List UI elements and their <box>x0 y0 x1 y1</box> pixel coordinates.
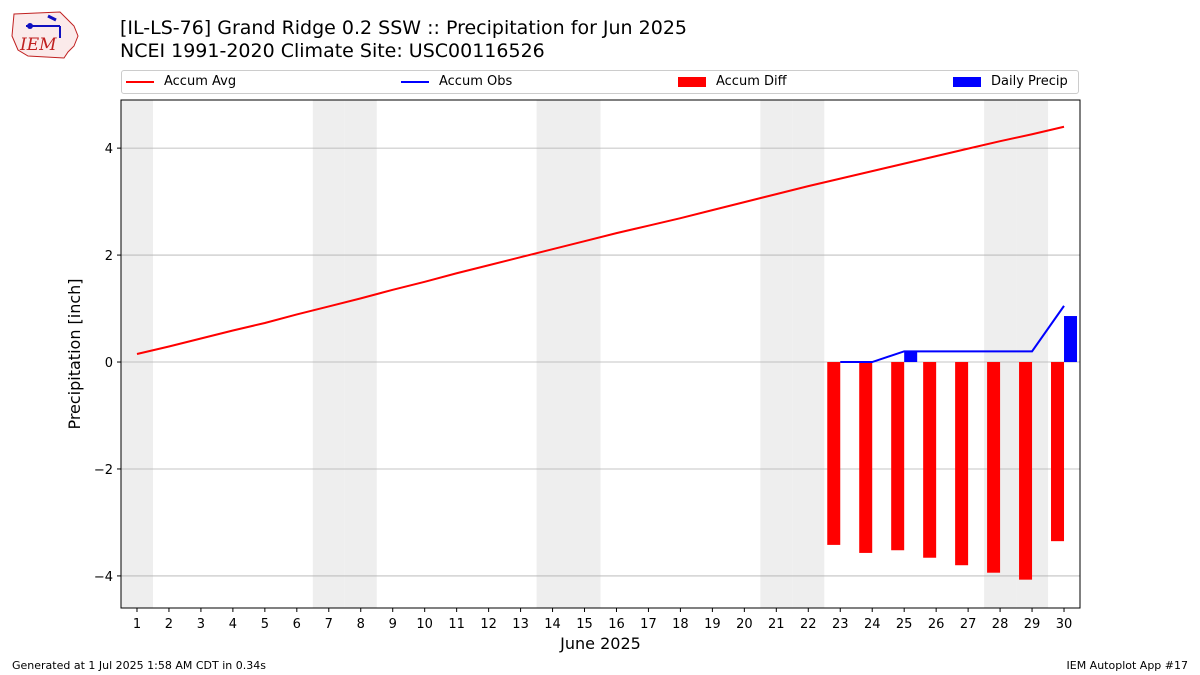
plot-frame <box>120 99 1081 609</box>
footer-generated-text: Generated at 1 Jul 2025 1:58 AM CDT in 0… <box>12 659 266 672</box>
x-tick-label: 30 <box>1056 617 1073 632</box>
legend-item-accum-avg: Accum Avg <box>126 74 236 89</box>
chart-subtitle: NCEI 1991-2020 Climate Site: USC00116526 <box>120 40 545 62</box>
x-tick-label: 20 <box>736 617 753 632</box>
daily-precip-bar <box>904 351 918 363</box>
x-tick-label: 17 <box>640 617 657 632</box>
x-tick-label: 22 <box>800 617 817 632</box>
x-tick-label: 11 <box>448 617 465 632</box>
iem-logo: IEM <box>8 6 80 60</box>
legend: Accum Avg Accum Obs Accum Diff Daily Pre… <box>121 70 1079 94</box>
x-tick-label: 15 <box>576 617 593 632</box>
y-tick-label: 0 <box>105 356 113 371</box>
x-tick-label: 2 <box>165 617 173 632</box>
chart-title: [IL-LS-76] Grand Ridge 0.2 SSW :: Precip… <box>120 17 687 39</box>
x-tick-label: 29 <box>1024 617 1041 632</box>
accum-diff-bar <box>955 362 969 566</box>
x-tick-label: 26 <box>928 617 945 632</box>
weekend-band <box>760 100 793 608</box>
daily-precip-bar <box>1064 316 1078 363</box>
x-tick-label: 3 <box>197 617 205 632</box>
weekend-band <box>536 100 569 608</box>
legend-item-accum-diff: Accum Diff <box>678 74 787 89</box>
x-tick-label: 6 <box>293 617 301 632</box>
accum-avg-line <box>136 125 1065 355</box>
accum-diff-bar <box>1051 362 1065 542</box>
legend-item-accum-obs: Accum Obs <box>401 74 512 89</box>
x-tick-label: 25 <box>896 617 913 632</box>
x-tick-label: 23 <box>832 617 849 632</box>
x-axis-label: June 2025 <box>559 634 641 653</box>
x-tick-label: 9 <box>389 617 397 632</box>
legend-swatch-accum-avg <box>126 80 154 83</box>
x-tick-label: 12 <box>480 617 497 632</box>
footer-app-label: IEM Autoplot App #17 <box>1066 659 1189 672</box>
y-tick-label: 4 <box>105 142 113 157</box>
x-tick-label: 19 <box>704 617 721 632</box>
legend-label-daily-precip: Daily Precip <box>991 74 1068 89</box>
x-tick-label: 14 <box>544 617 561 632</box>
legend-item-daily-precip: Daily Precip <box>953 74 1068 89</box>
accum-diff-bar <box>923 362 937 558</box>
y-tick-label: −2 <box>94 463 113 478</box>
x-tick-label: 7 <box>325 617 333 632</box>
x-tick-label: 28 <box>992 617 1009 632</box>
legend-label-accum-obs: Accum Obs <box>439 74 513 89</box>
x-tick-label: 27 <box>960 617 977 632</box>
accum-diff-bar <box>891 362 905 551</box>
x-tick-label: 21 <box>768 617 785 632</box>
weekend-band <box>344 100 377 608</box>
weekend-band <box>792 100 825 608</box>
x-tick-label: 24 <box>864 617 881 632</box>
x-tick-label: 10 <box>416 617 433 632</box>
y-tick-label: 2 <box>105 249 113 264</box>
legend-swatch-accum-diff <box>678 76 706 87</box>
weekend-band <box>312 100 345 608</box>
legend-label-accum-diff: Accum Diff <box>716 74 787 89</box>
legend-swatch-accum-obs <box>401 80 429 83</box>
logo-text: IEM <box>19 35 57 55</box>
accum-diff-bar <box>859 362 873 553</box>
accum-diff-bar <box>987 362 1001 573</box>
legend-label-accum-avg: Accum Avg <box>164 74 237 89</box>
accum-obs-line <box>840 305 1065 364</box>
weekend-band <box>568 100 601 608</box>
x-tick-label: 1 <box>133 617 141 632</box>
accum-diff-bar <box>827 362 841 545</box>
y-tick-label: −4 <box>94 570 113 585</box>
x-tick-label: 8 <box>357 617 365 632</box>
y-axis-label: Precipitation [inch] <box>65 278 84 429</box>
x-tick-label: 4 <box>229 617 237 632</box>
accum-diff-bar <box>1019 362 1033 580</box>
legend-swatch-daily-precip <box>953 76 981 87</box>
x-tick-label: 13 <box>512 617 529 632</box>
x-tick-label: 18 <box>672 617 689 632</box>
x-tick-label: 5 <box>261 617 269 632</box>
x-tick-label: 16 <box>608 617 625 632</box>
